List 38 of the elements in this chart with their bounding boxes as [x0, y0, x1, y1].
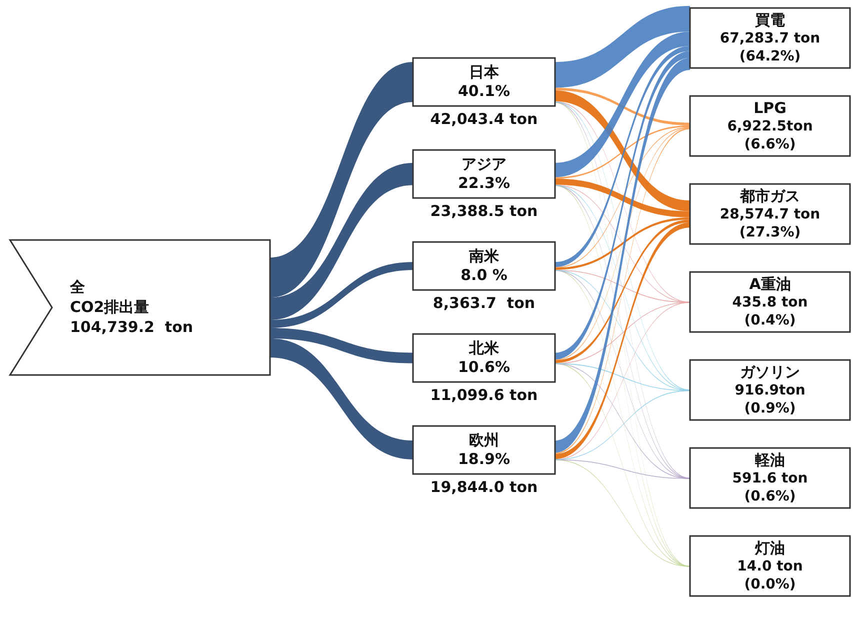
data-label: 23,388.5 ton — [430, 202, 538, 220]
data-label: 22.3% — [458, 174, 510, 192]
data-label: (0.9%) — [744, 400, 796, 417]
data-label: 591.6 ton — [732, 470, 808, 487]
data-label: (6.6%) — [744, 136, 796, 153]
data-label: (64.2%) — [739, 48, 801, 65]
category-label: 日本 — [469, 62, 500, 81]
data-label: 10.6% — [458, 358, 510, 376]
data-label: 104,739.2 ton — [70, 318, 194, 336]
data-label: 40.1% — [458, 82, 510, 100]
category-label: ガソリン — [740, 362, 800, 381]
data-label: 28,574.7 ton — [720, 206, 820, 223]
data-label: 18.9% — [458, 450, 510, 468]
data-label: (0.0%) — [744, 576, 796, 593]
category-label: 全 CO2排出量 — [69, 278, 150, 316]
data-label: 6,922.5ton — [727, 118, 813, 135]
data-label: (27.3%) — [739, 224, 801, 241]
data-label: (0.4%) — [744, 312, 796, 329]
data-label: 11,099.6 ton — [430, 386, 538, 404]
data-label: (0.6%) — [744, 488, 796, 505]
category-label: 北米 — [468, 338, 500, 357]
category-label: 灯油 — [754, 538, 785, 557]
category-label: 軽油 — [754, 450, 785, 469]
data-label: 8,363.7 ton — [432, 294, 536, 312]
category-label: LPG — [754, 98, 786, 117]
data-label: 19,844.0 ton — [430, 478, 538, 496]
data-label: 67,283.7 ton — [720, 30, 820, 47]
data-label: 14.0 ton — [737, 558, 803, 575]
category-label: アジア — [462, 154, 506, 173]
data-label: 8.0 % — [460, 266, 508, 284]
category-label: 南米 — [468, 246, 500, 265]
data-label: 435.8 ton — [732, 294, 808, 311]
data-label: 42,043.4 ton — [430, 110, 538, 128]
data-label: 916.9ton — [734, 382, 806, 399]
category-label: 都市ガス — [739, 186, 800, 205]
category-label: 買電 — [754, 10, 785, 29]
category-label: A重油 — [749, 274, 791, 293]
category-label: 欧州 — [469, 430, 499, 449]
